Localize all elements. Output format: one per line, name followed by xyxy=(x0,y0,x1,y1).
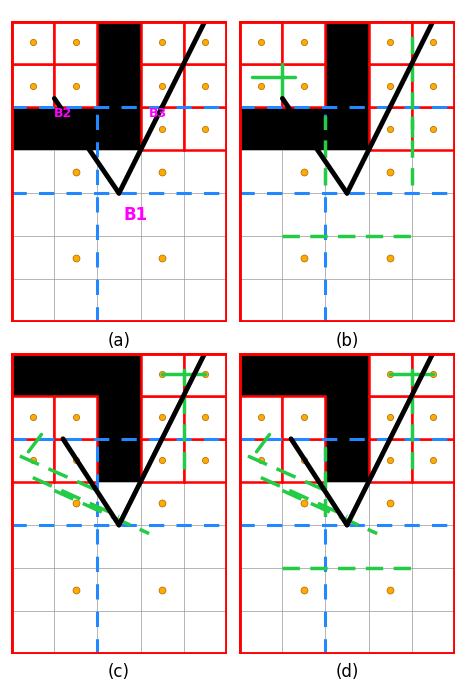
Bar xyxy=(411,107,455,150)
Bar xyxy=(11,353,226,438)
Bar xyxy=(411,21,455,64)
Bar xyxy=(141,107,184,150)
Bar xyxy=(240,64,282,107)
Bar xyxy=(411,64,455,107)
Bar xyxy=(282,21,325,64)
Bar xyxy=(411,353,455,396)
Bar xyxy=(240,21,282,64)
Bar xyxy=(141,21,184,64)
Text: B2: B2 xyxy=(55,107,73,120)
Bar xyxy=(282,438,325,482)
Bar xyxy=(369,353,411,396)
Bar xyxy=(240,396,282,438)
Bar xyxy=(411,396,455,438)
Bar xyxy=(184,396,226,438)
Bar xyxy=(240,353,455,438)
Bar xyxy=(55,64,97,107)
Text: B1: B1 xyxy=(123,206,147,224)
Bar xyxy=(184,21,226,64)
Bar xyxy=(141,396,184,438)
Bar xyxy=(184,107,226,150)
Text: (d): (d) xyxy=(336,663,359,681)
Bar xyxy=(11,396,55,438)
Bar xyxy=(369,64,411,107)
Text: (b): (b) xyxy=(336,331,359,349)
Bar xyxy=(141,353,184,396)
Bar xyxy=(141,64,184,107)
Bar xyxy=(55,438,97,482)
Bar xyxy=(369,438,411,482)
Bar xyxy=(11,64,55,107)
Bar xyxy=(369,107,411,150)
Bar xyxy=(184,438,226,482)
Text: B3: B3 xyxy=(149,107,167,120)
Bar xyxy=(240,21,455,150)
Bar xyxy=(11,21,226,150)
Bar xyxy=(184,64,226,107)
Bar xyxy=(282,396,325,438)
Text: (c): (c) xyxy=(108,663,130,681)
Bar xyxy=(97,438,226,482)
Bar xyxy=(141,438,184,482)
Bar xyxy=(55,21,97,64)
Bar xyxy=(325,438,455,482)
Bar xyxy=(11,438,55,482)
Bar xyxy=(55,396,97,438)
Bar xyxy=(11,21,55,64)
Bar xyxy=(411,438,455,482)
Bar xyxy=(240,438,282,482)
Text: (a): (a) xyxy=(108,331,130,349)
Bar xyxy=(369,21,411,64)
Bar xyxy=(184,353,226,396)
Bar xyxy=(369,396,411,438)
Bar xyxy=(282,64,325,107)
